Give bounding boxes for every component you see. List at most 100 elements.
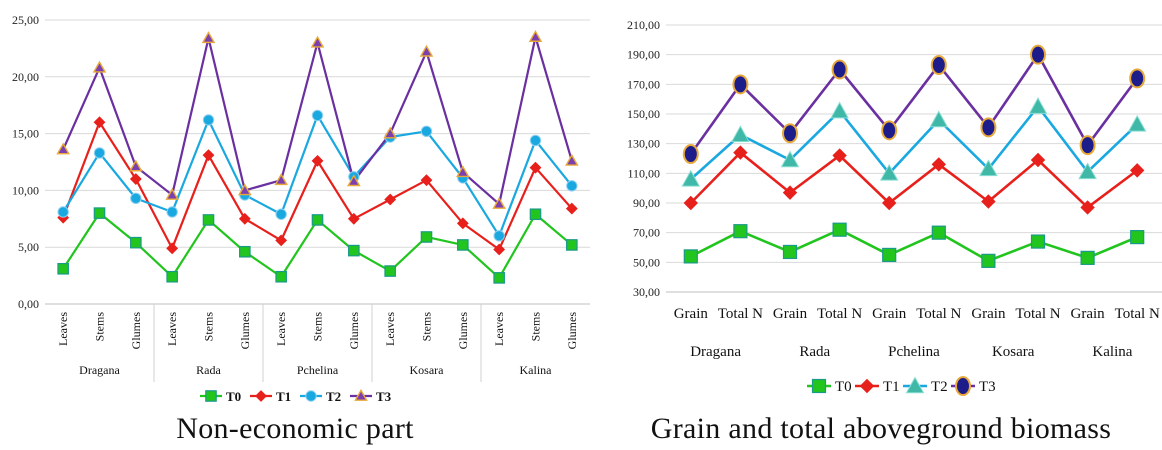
y-tick-label: 210,00 <box>627 18 660 32</box>
data-point-t1 <box>881 195 897 211</box>
y-tick-label: 70,00 <box>633 226 660 240</box>
data-point-t2 <box>929 110 949 128</box>
data-point-t0 <box>566 239 578 251</box>
x-category-label: Grain <box>1071 306 1106 322</box>
data-point-t0 <box>931 225 946 240</box>
data-point-t3 <box>732 74 749 95</box>
y-tick-label: 0,00 <box>18 297 39 311</box>
x-group-label: Pchelina <box>297 363 339 377</box>
data-point-t1 <box>347 212 360 225</box>
series-line-t3 <box>689 53 1139 155</box>
data-point-t2 <box>681 169 701 187</box>
x-group-label: Dragana <box>79 363 120 377</box>
y-tick-label: 20,00 <box>12 70 39 84</box>
data-point-t2 <box>879 163 899 181</box>
data-point-t3 <box>201 31 216 44</box>
data-point-t3 <box>565 153 579 166</box>
x-category-label: Stems <box>202 312 216 342</box>
y-tick-label: 190,00 <box>627 48 660 62</box>
data-point-t1 <box>456 217 469 230</box>
data-point-t2 <box>780 150 800 168</box>
data-point-t0 <box>130 236 142 249</box>
y-tick-label: 10,00 <box>12 183 39 197</box>
data-point-t2 <box>529 134 542 147</box>
x-group-label: Rada <box>196 363 221 377</box>
data-point-t0 <box>348 244 360 257</box>
data-point-t1 <box>202 149 215 162</box>
data-point-t3 <box>1079 135 1096 156</box>
data-point-t0 <box>683 249 698 264</box>
x-category-label: Stems <box>93 312 107 342</box>
y-tick-label: 5,00 <box>18 240 39 254</box>
data-point-t0 <box>57 262 69 275</box>
data-point-t1 <box>129 173 142 185</box>
x-category-label: Total N <box>1015 306 1060 322</box>
data-point-t2 <box>1078 162 1097 180</box>
data-point-t1 <box>93 116 106 129</box>
data-point-t1 <box>275 234 288 247</box>
data-point-t2 <box>493 230 505 242</box>
data-point-t3 <box>1030 44 1046 65</box>
data-point-t1 <box>1030 152 1046 168</box>
data-point-t0 <box>420 231 433 243</box>
legend-label-t3: T3 <box>979 379 996 395</box>
data-point-t3 <box>980 117 997 138</box>
x-category-label: Total N <box>1115 306 1160 322</box>
data-point-t0 <box>166 270 178 283</box>
data-point-t0 <box>529 208 542 221</box>
x-category-label: Leaves <box>492 312 506 346</box>
data-point-t0 <box>733 224 748 239</box>
x-category-label: Stems <box>420 312 434 342</box>
x-group-label: Kalina <box>1092 344 1132 360</box>
chart-right-svg: 30,00 50,00 70,00 90,00 110,00 130,00 150,00 17… <box>627 18 1162 396</box>
data-point-t2 <box>93 147 106 159</box>
data-point-t2 <box>979 159 998 177</box>
data-point-t3 <box>347 174 361 187</box>
data-point-t3 <box>310 35 325 48</box>
x-group-label: Rada <box>799 344 830 360</box>
x-category-label: Grain <box>872 306 907 322</box>
data-point-t3 <box>930 55 947 76</box>
y-tick-label: 30,00 <box>633 285 660 299</box>
x-category-label: Leaves <box>165 312 179 346</box>
data-point-t0 <box>1130 230 1145 245</box>
data-point-t3 <box>419 44 434 57</box>
data-point-t0 <box>832 222 847 237</box>
x-category-label: Glumes <box>456 312 470 350</box>
x-group-label: Kalina <box>520 363 553 377</box>
y-tick-label: 170,00 <box>627 77 660 91</box>
legend-marker-t3 <box>955 376 971 396</box>
data-point-t3 <box>165 187 179 200</box>
x-category-label: Grain <box>971 306 1006 322</box>
x-category-label: Leaves <box>383 312 397 346</box>
data-point-t3 <box>274 173 288 186</box>
x-category-label: Grain <box>674 306 709 322</box>
data-point-t1 <box>931 157 947 172</box>
data-point-t1 <box>733 145 748 160</box>
chart-left-panel: 0,00 5,00 10,00 15,00 20,00 25,00 Leaves Stems G… <box>12 13 590 445</box>
data-point-t3 <box>383 126 397 139</box>
data-point-t1 <box>420 174 433 187</box>
data-point-t1 <box>166 242 179 255</box>
data-point-t2 <box>130 192 142 205</box>
x-category-label: Leaves <box>274 312 288 346</box>
x-category-label: Grain <box>773 306 808 322</box>
data-point-t1 <box>311 154 324 167</box>
x-category-label: Total N <box>916 306 961 322</box>
data-point-t0 <box>202 214 215 226</box>
data-point-t3 <box>831 59 848 80</box>
data-point-t3 <box>528 30 543 42</box>
data-point-t0 <box>311 214 324 226</box>
data-point-t1 <box>529 161 542 174</box>
legend-marker-t3 <box>354 388 368 401</box>
data-point-t2 <box>275 208 287 220</box>
legend-marker-t1 <box>859 378 875 394</box>
data-point-t1 <box>384 193 397 206</box>
data-point-t1 <box>238 212 251 225</box>
y-tick-label: 130,00 <box>627 137 660 151</box>
chart-right-panel: 30,00 50,00 70,00 90,00 110,00 130,00 150,00 17… <box>600 0 1162 450</box>
x-category-label: Glumes <box>129 312 143 350</box>
legend-label-t1: T1 <box>883 379 900 395</box>
legend-marker-t1 <box>255 390 267 402</box>
